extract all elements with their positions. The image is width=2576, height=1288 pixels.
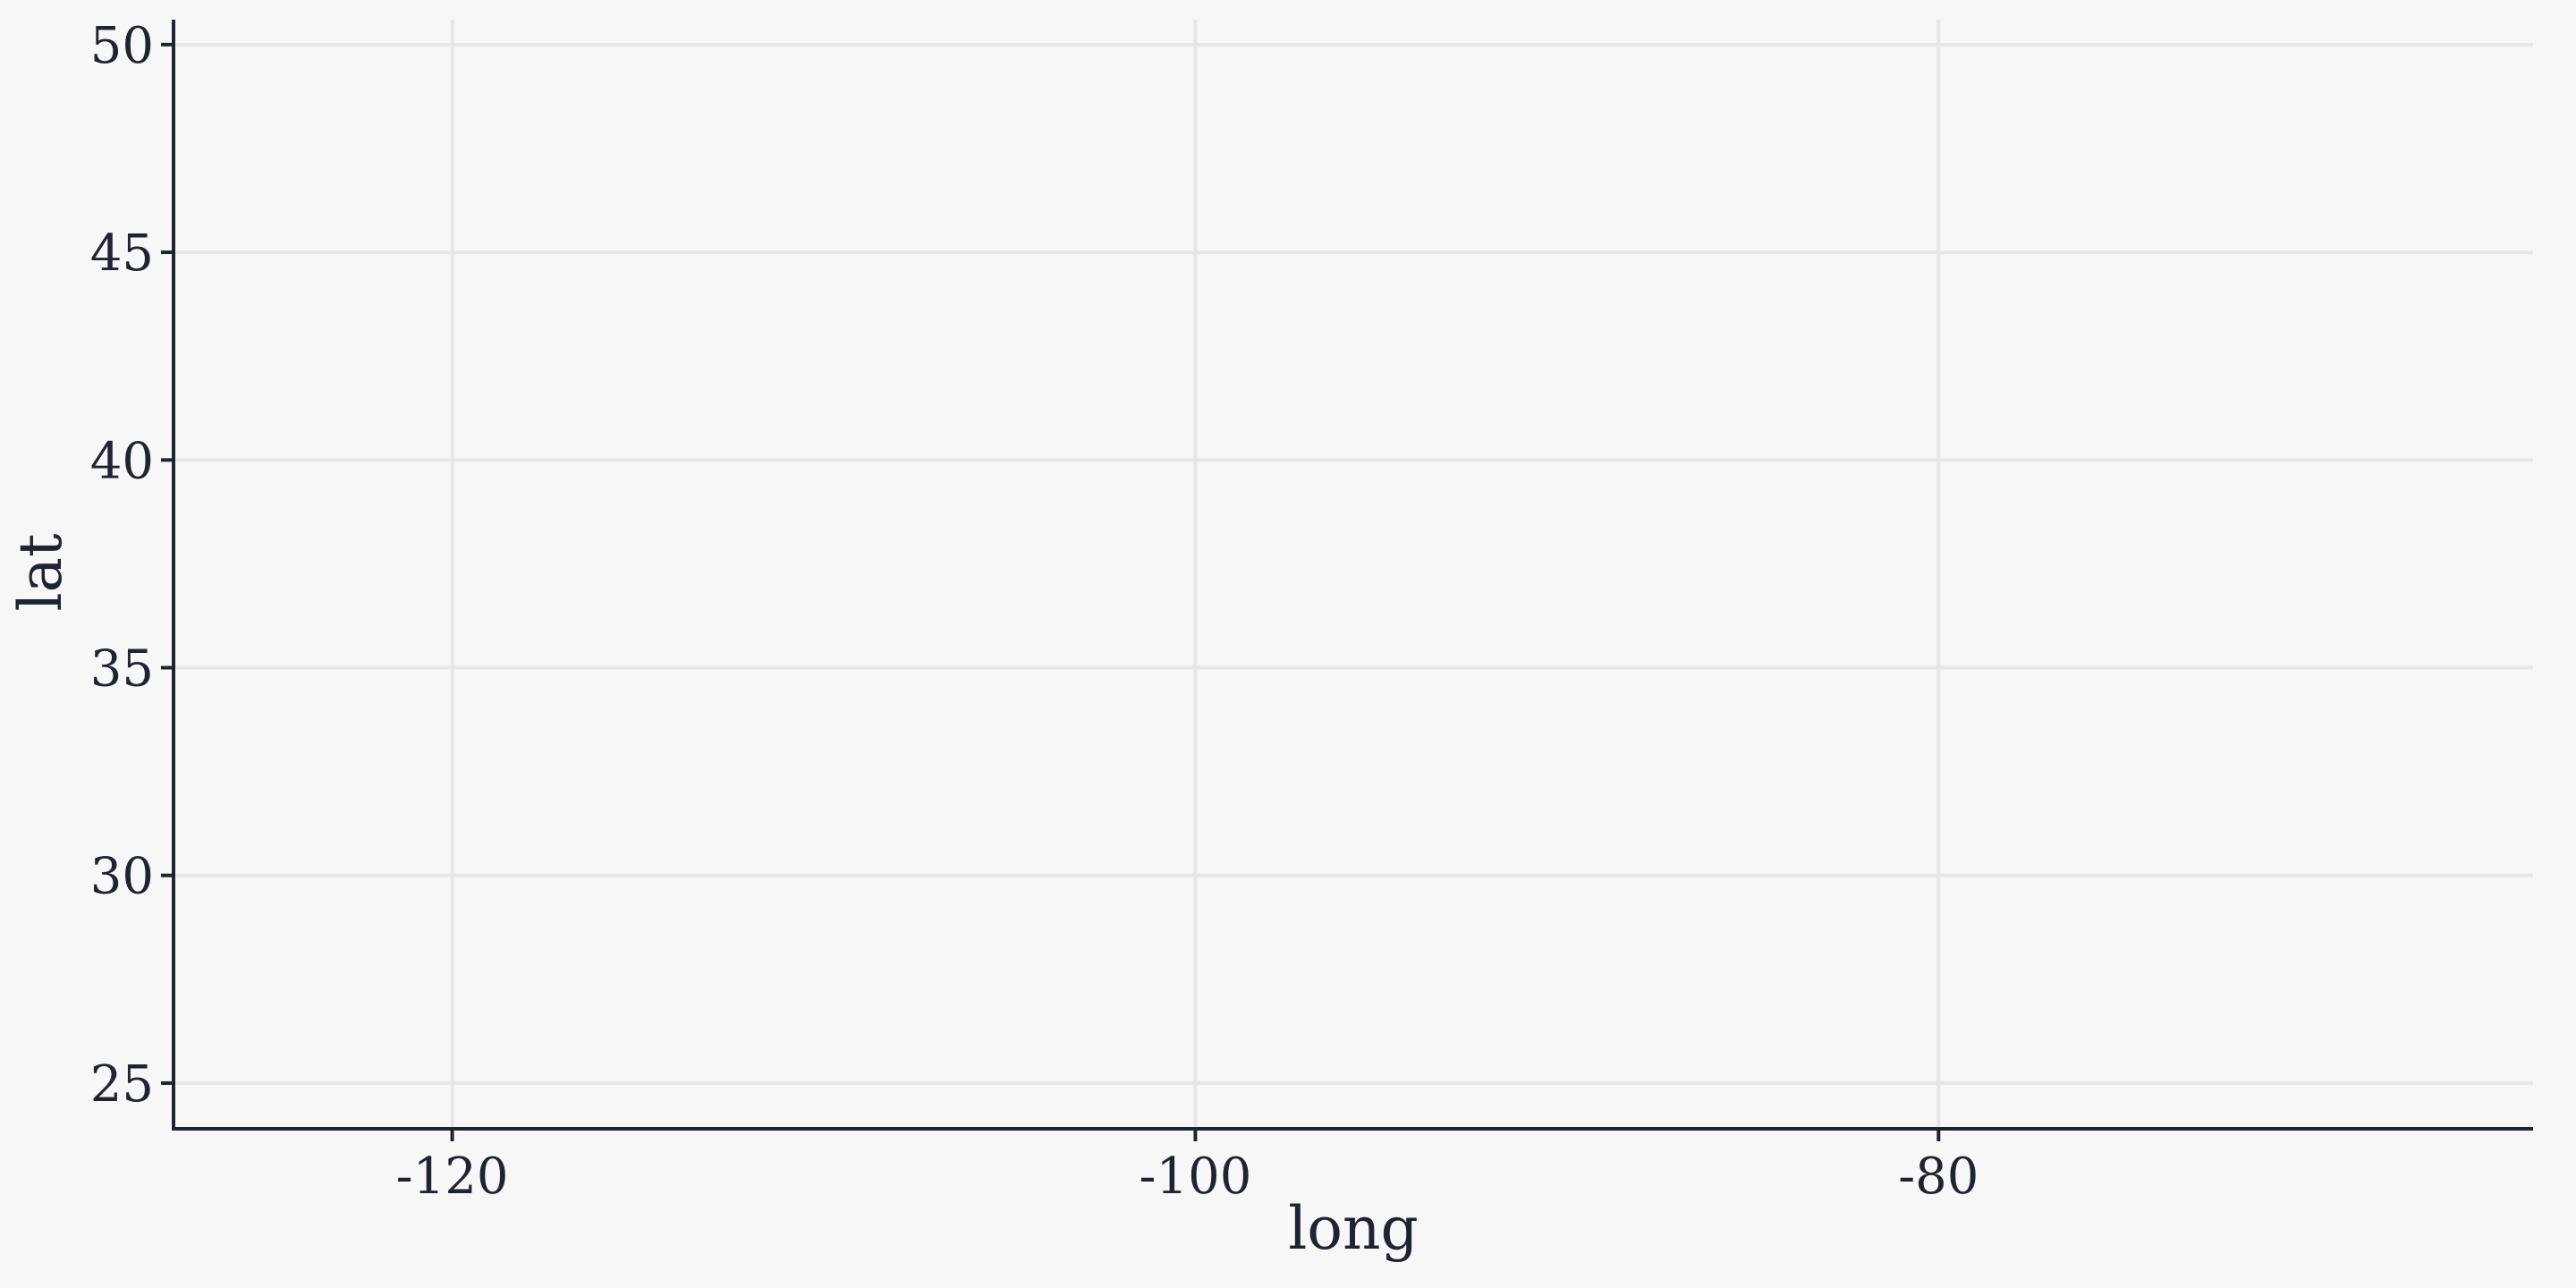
y-tick-label: 45	[90, 225, 154, 283]
ticks-layer: 25 30 35 40 45 50 -120 -100 -80	[90, 17, 1979, 1206]
x-axis-title: long	[1288, 1194, 1419, 1263]
grid-layer	[174, 20, 2533, 1129]
axis-layer	[172, 20, 2533, 1131]
y-tick-label: 35	[90, 640, 154, 698]
x-tick-label: -80	[1898, 1148, 1979, 1206]
y-tick-label: 25	[90, 1055, 154, 1114]
y-tick-label: 50	[90, 17, 154, 75]
x-tick-label: -120	[396, 1148, 509, 1206]
x-tick-label: -100	[1140, 1148, 1252, 1206]
y-axis-title: lat	[6, 534, 75, 612]
y-tick-label: 30	[90, 848, 154, 906]
y-tick-label: 40	[90, 432, 154, 490]
